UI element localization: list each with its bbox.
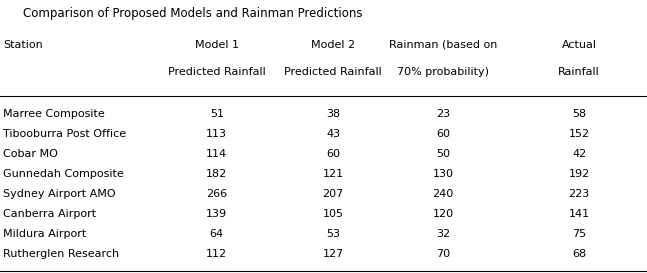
Text: Comparison of Proposed Models and Rainman Predictions: Comparison of Proposed Models and Rainma… (23, 7, 362, 20)
Text: Actual: Actual (562, 40, 597, 50)
Text: 152: 152 (569, 129, 589, 139)
Text: 60: 60 (326, 149, 340, 159)
Text: Canberra Airport: Canberra Airport (3, 209, 96, 219)
Text: 32: 32 (436, 229, 450, 239)
Text: Tibooburra Post Office: Tibooburra Post Office (3, 129, 126, 139)
Text: 112: 112 (206, 249, 227, 259)
Text: 182: 182 (206, 169, 227, 179)
Text: 70% probability): 70% probability) (397, 67, 489, 77)
Text: 266: 266 (206, 189, 227, 199)
Text: Cobar MO: Cobar MO (3, 149, 58, 159)
Text: Marree Composite: Marree Composite (3, 109, 105, 119)
Text: 207: 207 (323, 189, 344, 199)
Text: Predicted Rainfall: Predicted Rainfall (284, 67, 382, 77)
Text: 50: 50 (436, 149, 450, 159)
Text: 121: 121 (323, 169, 344, 179)
Text: 141: 141 (569, 209, 589, 219)
Text: 64: 64 (210, 229, 224, 239)
Text: Rainfall: Rainfall (558, 67, 600, 77)
Text: 113: 113 (206, 129, 227, 139)
Text: 23: 23 (436, 109, 450, 119)
Text: 38: 38 (326, 109, 340, 119)
Text: Rainman (based on: Rainman (based on (389, 40, 498, 50)
Text: Sydney Airport AMO: Sydney Airport AMO (3, 189, 116, 199)
Text: Rutherglen Research: Rutherglen Research (3, 249, 119, 259)
Text: Gunnedah Composite: Gunnedah Composite (3, 169, 124, 179)
Text: 43: 43 (326, 129, 340, 139)
Text: 75: 75 (572, 229, 586, 239)
Text: 114: 114 (206, 149, 227, 159)
Text: 139: 139 (206, 209, 227, 219)
Text: 240: 240 (433, 189, 454, 199)
Text: 70: 70 (436, 249, 450, 259)
Text: 105: 105 (323, 209, 344, 219)
Text: 130: 130 (433, 169, 454, 179)
Text: Station: Station (3, 40, 43, 50)
Text: 223: 223 (569, 189, 589, 199)
Text: Model 2: Model 2 (311, 40, 355, 50)
Text: 53: 53 (326, 229, 340, 239)
Text: 42: 42 (572, 149, 586, 159)
Text: 192: 192 (569, 169, 589, 179)
Text: 68: 68 (572, 249, 586, 259)
Text: Predicted Rainfall: Predicted Rainfall (168, 67, 266, 77)
Text: Model 1: Model 1 (195, 40, 239, 50)
Text: Mildura Airport: Mildura Airport (3, 229, 87, 239)
Text: 120: 120 (433, 209, 454, 219)
Text: 58: 58 (572, 109, 586, 119)
Text: 127: 127 (323, 249, 344, 259)
Text: 51: 51 (210, 109, 224, 119)
Text: 60: 60 (436, 129, 450, 139)
